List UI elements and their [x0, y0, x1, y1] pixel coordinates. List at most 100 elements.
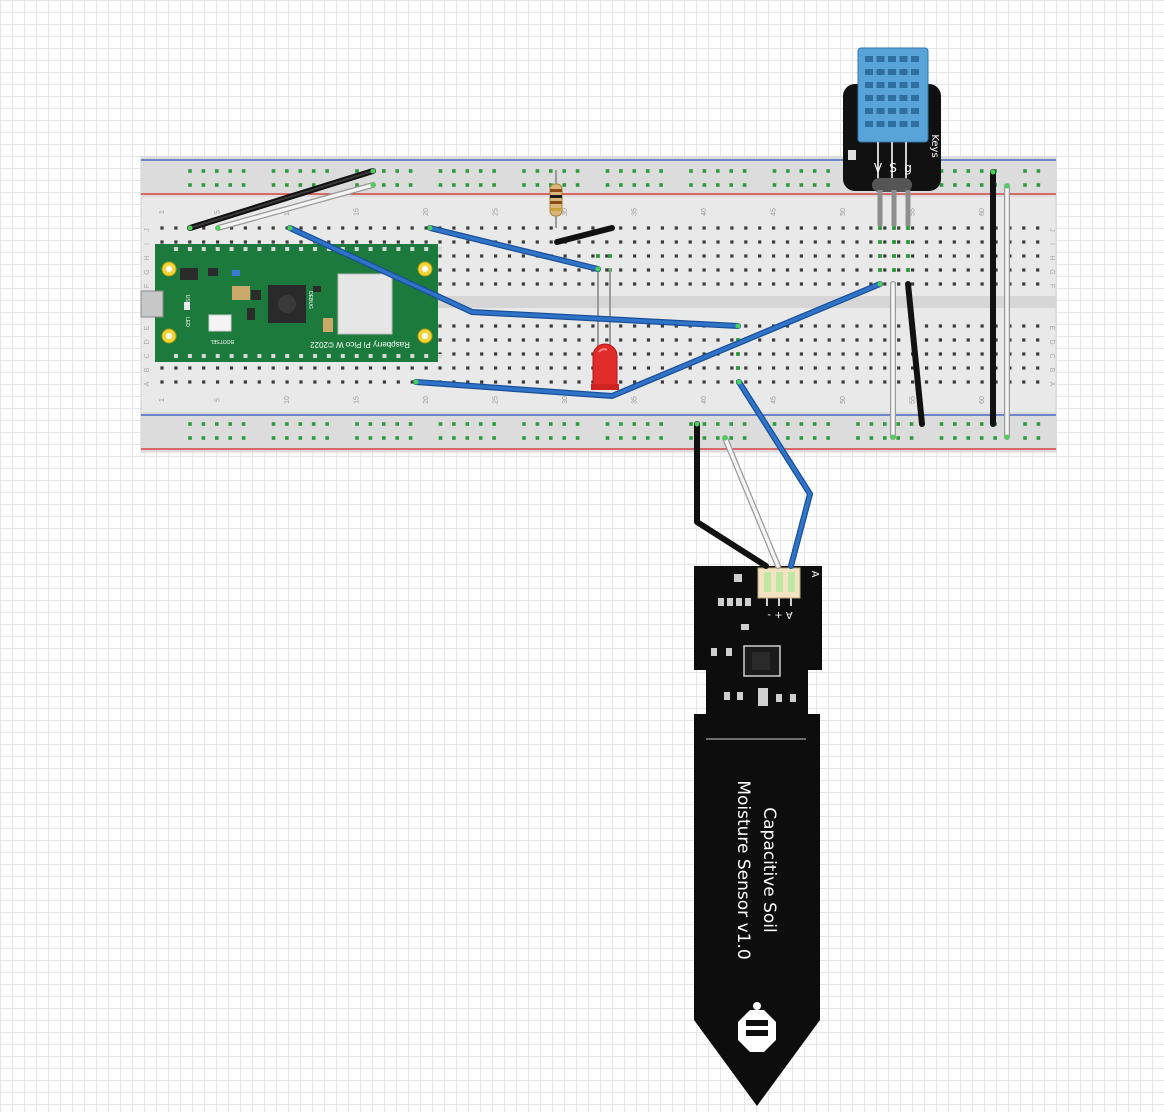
breadboard-hole[interactable] — [883, 338, 887, 342]
breadboard-hole[interactable] — [813, 324, 817, 328]
breadboard-hole[interactable] — [535, 366, 539, 370]
breadboard-hole[interactable] — [660, 380, 664, 384]
breadboard-hole[interactable] — [646, 282, 651, 286]
breadboard-hole[interactable] — [758, 254, 762, 258]
breadboard-hole[interactable] — [736, 338, 740, 342]
breadboard-hole[interactable] — [952, 352, 956, 356]
breadboard-hole[interactable] — [702, 240, 706, 244]
breadboard-hole[interactable] — [452, 226, 456, 230]
breadboard-hole[interactable] — [438, 366, 442, 370]
breadboard-hole[interactable] — [241, 183, 246, 187]
breadboard-hole[interactable] — [841, 366, 845, 370]
breadboard-hole[interactable] — [813, 268, 817, 272]
breadboard-hole[interactable] — [507, 366, 512, 370]
breadboard-hole[interactable] — [660, 324, 664, 328]
breadboard-hole[interactable] — [786, 169, 790, 173]
breadboard-hole[interactable] — [716, 366, 720, 370]
breadboard-hole[interactable] — [382, 436, 386, 440]
breadboard-hole[interactable] — [382, 422, 386, 426]
breadboard-hole[interactable] — [897, 380, 901, 384]
breadboard-hole[interactable] — [619, 183, 623, 187]
breadboard-hole[interactable] — [521, 240, 525, 244]
breadboard-hole[interactable] — [368, 240, 373, 244]
breadboard-hole[interactable] — [645, 422, 650, 426]
breadboard-hole[interactable] — [980, 366, 984, 370]
breadboard-hole[interactable] — [466, 324, 470, 328]
breadboard-hole[interactable] — [563, 366, 567, 370]
breadboard-hole[interactable] — [494, 366, 498, 370]
breadboard-hole[interactable] — [591, 282, 595, 286]
breadboard-hole[interactable] — [1023, 422, 1027, 426]
breadboard-hole[interactable] — [271, 436, 276, 440]
breadboard-hole[interactable] — [883, 282, 887, 286]
breadboard-hole[interactable] — [688, 338, 692, 342]
breadboard-hole[interactable] — [742, 169, 747, 173]
breadboard-hole[interactable] — [596, 254, 600, 258]
breadboard-hole[interactable] — [883, 268, 887, 272]
breadboard-hole[interactable] — [341, 380, 345, 384]
breadboard-hole[interactable] — [744, 380, 748, 384]
bootsel-button[interactable] — [208, 314, 232, 332]
breadboard-hole[interactable] — [980, 324, 984, 328]
breadboard-hole[interactable] — [1022, 338, 1026, 342]
breadboard-hole[interactable] — [313, 380, 317, 384]
breadboard-hole[interactable] — [382, 366, 386, 370]
breadboard-hole[interactable] — [646, 338, 651, 342]
breadboard-hole[interactable] — [869, 268, 873, 272]
breadboard-hole[interactable] — [241, 436, 246, 440]
breadboard-hole[interactable] — [786, 422, 790, 426]
breadboard-hole[interactable] — [271, 169, 276, 173]
breadboard-hole[interactable] — [619, 240, 623, 244]
breadboard-hole[interactable] — [535, 422, 540, 426]
breadboard-hole[interactable] — [952, 254, 956, 258]
breadboard-hole[interactable] — [480, 268, 484, 272]
breadboard-hole[interactable] — [355, 380, 359, 384]
breadboard-hole[interactable] — [327, 240, 331, 244]
breadboard-hole[interactable] — [799, 183, 804, 187]
breadboard-hole[interactable] — [575, 422, 580, 426]
breadboard-hole[interactable] — [716, 338, 720, 342]
breadboard-hole[interactable] — [341, 366, 345, 370]
breadboard-hole[interactable] — [979, 169, 984, 173]
breadboard-hole[interactable] — [939, 183, 944, 187]
breadboard-hole[interactable] — [325, 422, 329, 426]
breadboard-hole[interactable] — [911, 240, 915, 244]
breadboard-hole[interactable] — [938, 282, 942, 286]
breadboard-hole[interactable] — [980, 352, 984, 356]
breadboard-hole[interactable] — [229, 240, 234, 244]
breadboard-hole[interactable] — [1036, 380, 1040, 384]
breadboard-hole[interactable] — [813, 226, 817, 230]
breadboard-hole[interactable] — [355, 183, 359, 187]
breadboard-hole[interactable] — [660, 226, 664, 230]
breadboard-hole[interactable] — [480, 282, 484, 286]
breadboard-hole[interactable] — [742, 436, 747, 440]
breadboard-hole[interactable] — [355, 436, 359, 440]
breadboard-hole[interactable] — [577, 352, 581, 356]
breadboard-hole[interactable] — [730, 380, 734, 384]
breadboard-hole[interactable] — [729, 436, 733, 440]
breadboard-hole[interactable] — [608, 254, 612, 258]
breadboard-hole[interactable] — [478, 436, 483, 440]
breadboard-hole[interactable] — [160, 240, 164, 244]
breadboard-hole[interactable] — [410, 366, 414, 370]
breadboard-hole[interactable] — [952, 282, 956, 286]
breadboard-hole[interactable] — [799, 338, 803, 342]
breadboard-hole[interactable] — [466, 380, 470, 384]
breadboard-hole[interactable] — [909, 422, 914, 426]
breadboard-hole[interactable] — [549, 226, 553, 230]
breadboard-hole[interactable] — [729, 422, 733, 426]
breadboard-hole[interactable] — [1022, 352, 1026, 356]
breadboard-hole[interactable] — [188, 240, 192, 244]
breadboard-hole[interactable] — [174, 226, 178, 230]
breadboard-hole[interactable] — [521, 282, 525, 286]
breadboard-hole[interactable] — [883, 240, 887, 244]
breadboard-hole[interactable] — [507, 240, 512, 244]
breadboard-hole[interactable] — [605, 268, 609, 272]
breadboard-hole[interactable] — [201, 169, 206, 173]
breadboard-hole[interactable] — [896, 436, 900, 440]
breadboard-hole[interactable] — [1036, 422, 1041, 426]
breadboard-hole[interactable] — [911, 380, 915, 384]
breadboard-hole[interactable] — [938, 226, 942, 230]
breadboard-hole[interactable] — [813, 282, 817, 286]
breadboard-hole[interactable] — [507, 268, 512, 272]
